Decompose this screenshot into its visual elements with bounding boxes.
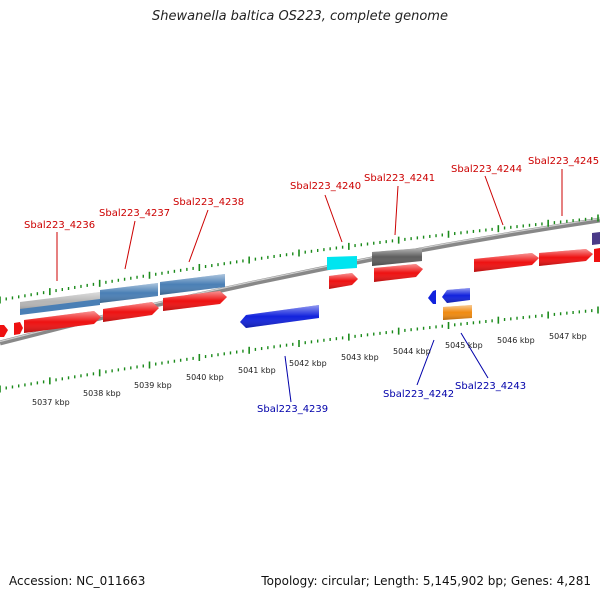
gene-arrow-red-4245 [539,249,593,266]
gene-arrow-blue-4243 [442,288,470,303]
scale-ticks-inner [0,306,599,393]
gene-feature-purple-edge [592,232,600,245]
gene-feature-upper-grey [20,292,100,311]
accession-text: Accession: NC_011663 [9,574,146,588]
gene-arrow-red-4238 [163,291,227,311]
gene-labels-top: Sbal223_4236 Sbal223_4237 Sbal223_4238 S… [24,156,599,231]
genome-summary-text: Topology: circular; Length: 5,145,902 bp… [261,574,591,588]
genome-backbone [0,217,600,346]
gene-feature-orange-4243 [443,305,472,320]
gene-arrow-blue-4242 [428,290,436,304]
scale-label: 5045 kbp [445,341,483,350]
gene-arrow-red-4241 [374,264,423,282]
map-title: Shewanella baltica OS223, complete genom… [152,9,448,24]
scale-label: 5038 kbp [83,389,121,398]
gene-feature-darkgrey-4241 [372,248,422,266]
scale-label: 5039 kbp [134,381,172,390]
gene-feature-steelblue-4237 [100,283,158,303]
gene-label: Sbal223_4238 [173,197,244,208]
scale-label: 5041 kbp [238,366,276,375]
scale-label: 5037 kbp [32,398,70,407]
gene-label: Sbal223_4237 [99,208,170,219]
gene-arrow-red-right-edge [594,248,600,262]
scale-label: 5043 kbp [341,353,379,362]
gene-arrow-red-4236 [24,311,101,333]
gene-arrow-red-4244 [474,253,539,272]
gene-arrow-red-4240 [329,273,358,289]
gene-feature-cyan-4240 [327,256,357,270]
scale-label: 5040 kbp [186,373,224,382]
scale-ticks-outer [0,214,599,304]
gene-label: Sbal223_4244 [451,164,522,175]
gene-label: Sbal223_4245 [528,156,599,167]
gene-feature-steelblue-4238 [160,274,225,295]
gene-feature-upper-steelblue-1 [20,299,100,315]
gene-arrow-red-small [14,322,23,335]
gene-label: Sbal223_4243 [455,381,526,392]
scale-label: 5047 kbp [549,332,587,341]
gene-arrow-red-4237 [103,302,159,322]
gene-arrow-blue-4239 [240,305,319,328]
gene-label: Sbal223_4236 [24,220,95,231]
scale-label: 5046 kbp [497,336,535,345]
label-leader-lines-top [56,169,563,281]
scale-label: 5042 kbp [289,359,327,368]
gene-arrow-red-left-edge [0,325,8,337]
label-leader-lines-bottom [284,332,489,403]
gene-label: Sbal223_4242 [383,389,454,400]
gene-label: Sbal223_4241 [364,173,435,184]
gene-label: Sbal223_4239 [257,404,328,415]
scale-label: 5044 kbp [393,347,431,356]
gene-labels-bottom: Sbal223_4239 Sbal223_4242 Sbal223_4243 [257,381,526,415]
gene-label: Sbal223_4240 [290,181,361,192]
scale-labels: 5037 kbp 5038 kbp 5039 kbp 5040 kbp 5041… [32,332,587,407]
